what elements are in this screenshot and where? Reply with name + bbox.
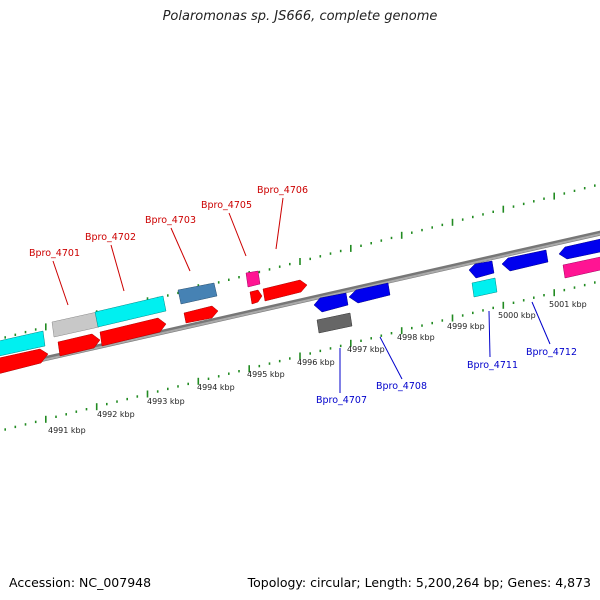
ruler-label-5000: 5000 kbp <box>498 311 536 320</box>
gene-feature-bpro-4711 <box>468 260 495 279</box>
gene-feature-cyan-1 <box>0 330 46 357</box>
ruler-label-4995: 4995 kbp <box>247 370 285 379</box>
gene-feature-blue-2 <box>501 249 549 272</box>
gene-feature-magenta <box>562 256 600 279</box>
ruler-label-4993: 4993 kbp <box>147 397 185 406</box>
gene-feature-magenta-small <box>245 270 261 288</box>
gene-feature-bpro-4703 <box>183 305 219 324</box>
genome-stats-text: Topology: circular; Length: 5,200,264 bp… <box>247 575 591 590</box>
gene-feature-bpro-4702 <box>99 317 167 347</box>
ruler-label-4992: 4992 kbp <box>97 410 135 419</box>
ruler-label-4999: 4999 kbp <box>447 322 485 331</box>
ruler-label-4991: 4991 kbp <box>48 426 86 435</box>
ruler-label-4994: 4994 kbp <box>197 383 235 392</box>
gene-feature-grey <box>51 311 100 338</box>
ruler-label-4997: 4997 kbp <box>347 345 385 354</box>
gene-feature-bpro-4708 <box>348 282 391 304</box>
gene-label-bpro-4708: Bpro_4708 <box>376 381 427 392</box>
label-leaders <box>52 197 284 306</box>
gene-label-bpro-4707: Bpro_4707 <box>316 395 367 406</box>
ruler-label-4996: 4996 kbp <box>297 358 335 367</box>
gene-feature-bpro-4705-small <box>249 289 263 305</box>
label-leaders-bottom <box>339 301 551 393</box>
gene-feature-darkgrey <box>316 312 353 334</box>
gene-label-bpro-4703: Bpro_4703 <box>145 215 196 226</box>
gene-feature-bpro-4706 <box>262 279 308 302</box>
gene-feature-steelblue <box>177 282 218 305</box>
gene-label-bpro-4701: Bpro_4701 <box>29 248 80 259</box>
genome-backbone <box>0 230 600 372</box>
gene-feature-blue-3 <box>558 238 600 260</box>
gene-feature-forward-1 <box>0 348 49 374</box>
gene-feature-bpro-4701 <box>57 333 101 357</box>
gene-label-bpro-4705: Bpro_4705 <box>201 200 252 211</box>
accession-text: Accession: NC_007948 <box>9 575 152 590</box>
gene-label-bpro-4712: Bpro_4712 <box>526 347 577 358</box>
ruler-label-5001: 5001 kbp <box>549 300 587 309</box>
gene-feature-bpro-4707 <box>313 292 349 313</box>
gene-label-bpro-4702: Bpro_4702 <box>85 232 136 243</box>
ruler-ticks-bottom <box>4 281 596 431</box>
map-title: Polaromonas sp. JS666, complete genome <box>162 9 438 24</box>
gene-label-bpro-4711: Bpro_4711 <box>467 360 518 371</box>
gene-feature-cyan-3 <box>471 277 498 298</box>
gene-label-bpro-4706: Bpro_4706 <box>257 185 308 196</box>
ruler-label-4998: 4998 kbp <box>397 333 435 342</box>
gene-feature-cyan-2 <box>94 295 167 328</box>
